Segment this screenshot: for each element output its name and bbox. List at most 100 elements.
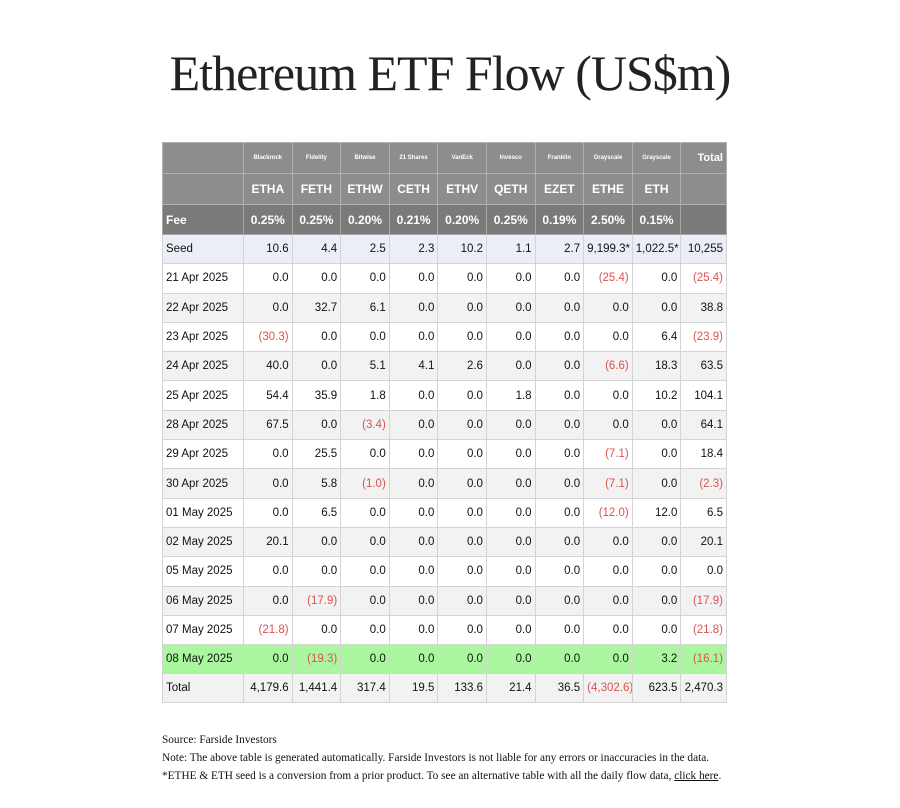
page-title: Ethereum ETF Flow (US$m) <box>169 45 732 101</box>
flow-cell: 0.0 <box>437 497 487 528</box>
row-label: 28 Apr 2025 <box>162 409 244 441</box>
fee-row: Fee 0.25% 0.25% 0.20% 0.21% 0.20% 0.25% … <box>162 204 727 235</box>
provider-header: 21 Shares <box>388 142 439 174</box>
flow-cell: 0.0 <box>583 644 633 675</box>
flow-cell: 2.3 <box>388 233 439 265</box>
flow-cell: 10.2 <box>631 380 682 411</box>
fee-cell: 0.25% <box>291 204 342 235</box>
flow-cell: 0.0 <box>388 409 439 441</box>
flow-cell: 0.0 <box>437 614 487 646</box>
flow-cell: 0.0 <box>291 526 342 558</box>
flow-cell: 40.0 <box>243 351 293 382</box>
row-label: 23 Apr 2025 <box>162 321 244 353</box>
flow-cell: 0.0 <box>631 556 682 587</box>
flow-cell: 0.0 <box>243 644 293 675</box>
flow-cell: 19.5 <box>388 673 439 704</box>
flow-cell: 0.0 <box>583 614 633 646</box>
table-row: 29 Apr 2025 0.0 25.5 0.0 0.0 0.0 0.0 0.0 (7.1) 0.… <box>162 439 727 470</box>
ticker-header: FETH <box>291 173 342 205</box>
flow-cell: 0.0 <box>437 468 487 499</box>
flow-cell: 0.0 <box>437 263 487 294</box>
row-total-cell: 20.1 <box>680 526 727 558</box>
flow-cell: 0.0 <box>485 644 536 675</box>
ticker-header: EZET <box>534 173 585 205</box>
row-label: 30 Apr 2025 <box>162 468 244 499</box>
flow-cell: 0.0 <box>485 292 536 323</box>
flow-cell: 5.8 <box>291 468 342 499</box>
flow-cell: 4,179.6 <box>243 673 293 704</box>
row-total-cell: 0.0 <box>680 556 727 587</box>
ticker-header: QETH <box>485 173 536 205</box>
flow-cell: 0.0 <box>291 351 342 382</box>
flow-cell: 6.5 <box>291 497 342 528</box>
flow-cell: 0.0 <box>534 351 585 382</box>
flow-cell: 0.0 <box>534 556 585 587</box>
flow-cell: 0.0 <box>485 468 536 499</box>
provider-header: Grayscale <box>583 142 633 174</box>
ticker-header-row: ETHA FETH ETHW CETH ETHV QETH EZET ETHE … <box>162 173 727 205</box>
provider-header-row: Blackrock Fidelity Bitwise 21 Shares Van… <box>162 142 727 174</box>
row-total-cell: (25.4) <box>680 263 727 294</box>
flow-cell: 0.0 <box>388 556 439 587</box>
ticker-header: CETH <box>388 173 439 205</box>
flow-cell: 54.4 <box>243 380 293 411</box>
flow-cell: 0.0 <box>583 585 633 616</box>
table-row: 06 May 2025 0.0 (17.9) 0.0 0.0 0.0 0.0 0.0 0.0 0.… <box>162 585 727 616</box>
flow-cell: 32.7 <box>291 292 342 323</box>
table-row: 02 May 2025 20.1 0.0 0.0 0.0 0.0 0.0 0.0 0.0 0.0 2… <box>162 526 727 558</box>
flow-cell: 0.0 <box>534 644 585 675</box>
flow-cell: 623.5 <box>631 673 682 704</box>
flow-cell: 0.0 <box>388 439 439 470</box>
row-total-cell: (21.8) <box>680 614 727 646</box>
flow-cell: (17.9) <box>291 585 342 616</box>
flow-cell: 0.0 <box>388 468 439 499</box>
flow-cell: 0.0 <box>437 556 487 587</box>
click-here-link[interactable]: click here <box>674 770 719 782</box>
flow-cell: 21.4 <box>485 673 536 704</box>
flow-cell: 25.5 <box>291 439 342 470</box>
table-row: 21 Apr 2025 0.0 0.0 0.0 0.0 0.0 0.0 0.0 (25.4) 0.… <box>162 263 727 294</box>
flow-cell: 0.0 <box>534 614 585 646</box>
flow-cell: 0.0 <box>583 526 633 558</box>
flow-cell: 0.0 <box>485 585 536 616</box>
row-total-cell: (2.3) <box>680 468 727 499</box>
table-row: 05 May 2025 0.0 0.0 0.0 0.0 0.0 0.0 0.0 0.0 0.0 0.… <box>162 556 727 587</box>
ticker-header: ETHW <box>340 173 390 205</box>
flow-cell: (21.8) <box>243 614 293 646</box>
flow-cell: 0.0 <box>388 380 439 411</box>
flow-cell: 20.1 <box>243 526 293 558</box>
flow-cell: 18.3 <box>631 351 682 382</box>
flow-cell: (7.1) <box>583 468 633 499</box>
flow-cell: 0.0 <box>340 263 390 294</box>
flow-cell: 0.0 <box>437 439 487 470</box>
flow-cell: 0.0 <box>437 321 487 353</box>
flow-cell: 10.2 <box>437 233 487 265</box>
fee-cell: 0.20% <box>340 204 390 235</box>
flow-cell: (3.4) <box>340 409 390 441</box>
table-row: 23 Apr 2025 (30.3) 0.0 0.0 0.0 0.0 0.0 0.0 0.0 6.… <box>162 321 727 353</box>
flow-cell: 0.0 <box>485 526 536 558</box>
flow-cell: 0.0 <box>340 497 390 528</box>
flow-cell: 0.0 <box>340 439 390 470</box>
flow-cell: 0.0 <box>534 468 585 499</box>
flow-cell: 0.0 <box>388 263 439 294</box>
seed-row: Seed 10.6 4.4 2.5 2.3 10.2 1.1 2.7 9,199.3* 1,022… <box>162 233 727 265</box>
row-total-cell: 38.8 <box>680 292 727 323</box>
flow-cell: 2.7 <box>534 233 585 265</box>
flow-cell: 0.0 <box>583 292 633 323</box>
row-label: 21 Apr 2025 <box>162 263 244 294</box>
flow-cell: 0.0 <box>534 585 585 616</box>
table-row: 30 Apr 2025 0.0 5.8 (1.0) 0.0 0.0 0.0 0.0 (7.1) 0… <box>162 468 727 499</box>
fee-cell: 2.50% <box>583 204 633 235</box>
fee-cell: 0.25% <box>485 204 536 235</box>
row-label: 25 Apr 2025 <box>162 380 244 411</box>
flow-cell: 6.1 <box>340 292 390 323</box>
flow-cell: 0.0 <box>631 585 682 616</box>
table-row: 28 Apr 2025 67.5 0.0 (3.4) 0.0 0.0 0.0 0.0 0.0 0.… <box>162 409 727 441</box>
row-total-cell: 104.1 <box>680 380 727 411</box>
flow-cell: 35.9 <box>291 380 342 411</box>
table-row: 22 Apr 2025 0.0 32.7 6.1 0.0 0.0 0.0 0.0 0.0 0.0 3… <box>162 292 727 323</box>
flow-cell: 1,022.5* <box>631 233 682 265</box>
flow-cell: (19.3) <box>291 644 342 675</box>
corner-cell <box>162 142 244 174</box>
